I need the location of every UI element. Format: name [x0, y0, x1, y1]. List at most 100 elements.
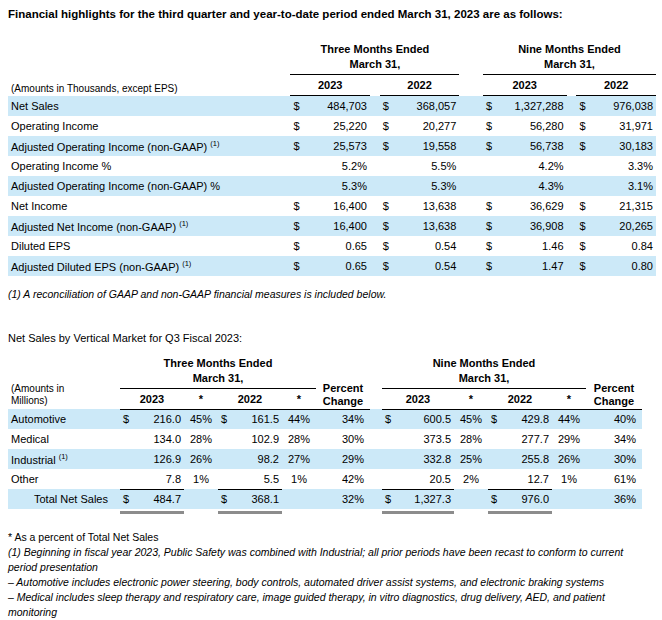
dollar-sign: $ — [488, 489, 502, 509]
value: 4.3% — [497, 176, 567, 196]
header-line: Percent — [319, 382, 367, 395]
value: 1.47 — [497, 256, 567, 276]
dollar-sign — [576, 156, 592, 176]
percent-of-total: 26% — [552, 449, 586, 469]
percent-of-total: 27% — [282, 449, 316, 469]
value: 7.8 — [134, 469, 184, 489]
asterisk-header: * — [282, 388, 316, 409]
header-line: Nine Months Ended — [486, 42, 653, 57]
dollar-sign: $ — [290, 216, 306, 236]
dollar-sign — [218, 469, 232, 489]
spacer — [567, 256, 577, 276]
dollar-sign: $ — [382, 409, 396, 429]
spacer — [370, 429, 382, 449]
dollar-sign: $ — [290, 236, 306, 256]
value: 36,629 — [497, 196, 567, 216]
spacer — [567, 116, 577, 136]
percent-of-total: 45% — [184, 409, 218, 429]
dollar-sign: $ — [576, 196, 592, 216]
footnote: – Medical includes sleep therapy and res… — [8, 590, 648, 620]
percent-of-total: 1% — [184, 469, 218, 489]
dollar-sign: $ — [290, 196, 306, 216]
amounts-label: (Amounts in Thousands, except EPS) — [8, 75, 290, 96]
header-row: (Amounts in Thousands, except EPS)202320… — [8, 75, 656, 96]
spacer — [316, 511, 370, 514]
dollar-sign: $ — [576, 236, 592, 256]
total-underline-bar — [218, 511, 282, 514]
percent-change-value: 30% — [316, 429, 370, 449]
percent-change-value: 36% — [586, 489, 642, 509]
row-label: Net Sales — [8, 96, 290, 116]
dollar-sign: $ — [290, 136, 306, 156]
value: 0.54 — [396, 236, 460, 256]
dollar-sign: $ — [382, 489, 396, 509]
spacer — [567, 136, 577, 156]
value: 25,573 — [306, 136, 370, 156]
value: 134.0 — [134, 429, 184, 449]
value: 600.5 — [396, 409, 454, 429]
value: 161.5 — [232, 409, 282, 429]
footnote: – Automotive includes electronic power s… — [8, 575, 648, 590]
row-label: Industrial (1) — [8, 449, 120, 469]
value: 484,703 — [306, 96, 370, 116]
value: 3.3% — [592, 156, 656, 176]
dollar-sign — [382, 429, 396, 449]
dollar-sign: $ — [120, 409, 134, 429]
spacer — [459, 216, 483, 236]
spacer — [370, 216, 380, 236]
financial-highlights-table: Three Months EndedMarch 31,Nine Months E… — [8, 42, 656, 276]
spacer — [459, 96, 483, 116]
page-title: Financial highlights for the third quart… — [8, 8, 656, 20]
header-line: Nine Months Ended — [385, 356, 583, 371]
value: 216.0 — [134, 409, 184, 429]
footnotes: * As a percent of Total Net Sales(1) Beg… — [8, 530, 656, 620]
asterisk-header: * — [454, 388, 488, 409]
dollar-sign: $ — [380, 136, 396, 156]
year-header: 2023 — [290, 75, 369, 96]
percent-of-total — [184, 489, 218, 509]
percent-change-value: 34% — [316, 409, 370, 429]
spacer — [370, 75, 380, 96]
value: 5.5 — [232, 469, 282, 489]
section2-title: Net Sales by Vertical Market for Q3 Fisc… — [8, 332, 656, 344]
spacer — [370, 156, 380, 176]
spacer — [459, 116, 483, 136]
document: Financial highlights for the third quart… — [8, 8, 656, 620]
table-row: Operating Income$25,220$20,277$56,280$31… — [8, 116, 656, 136]
percent-change-header: PercentChange — [316, 356, 370, 410]
group-header: Nine Months EndedMarch 31, — [483, 42, 656, 75]
dollar-sign: $ — [380, 96, 396, 116]
value: 0.65 — [306, 256, 370, 276]
row-label: Net Income — [8, 196, 290, 216]
table-row: Adjusted Operating Income (non-GAAP) %5.… — [8, 176, 656, 196]
value: 0.84 — [592, 236, 656, 256]
dollar-sign: $ — [483, 96, 497, 116]
table-row: Industrial (1)126.926%98.227%29%332.825%… — [8, 449, 642, 469]
row-label: Adjusted Operating Income (non-GAAP) (1) — [8, 136, 290, 156]
total-underline-bar — [120, 511, 184, 514]
spacer — [567, 236, 577, 256]
header-line: (Amounts in — [11, 383, 117, 395]
footnote-marker: (1) — [210, 139, 219, 148]
percent-change-header: PercentChange — [586, 356, 642, 410]
header-line: Three Months Ended — [293, 42, 456, 57]
dollar-sign — [488, 429, 502, 449]
value: 20,277 — [396, 116, 460, 136]
table-row: Adjusted Net Income (non-GAAP) (1)$16,40… — [8, 216, 656, 236]
value: 3.1% — [592, 176, 656, 196]
percent-of-total — [282, 489, 316, 509]
dollar-sign: $ — [483, 136, 497, 156]
dollar-sign: $ — [488, 409, 502, 429]
percent-of-total — [454, 489, 488, 509]
percent-of-total: 45% — [454, 409, 488, 429]
row-label: Diluted EPS — [8, 236, 290, 256]
header-line: Change — [589, 395, 639, 408]
value: 4.2% — [497, 156, 567, 176]
footnote-marker: (1) — [182, 259, 191, 268]
header-line: Three Months Ended — [123, 356, 313, 371]
dollar-sign: $ — [576, 216, 592, 236]
value: 16,400 — [306, 196, 370, 216]
percent-change-value: 61% — [586, 469, 642, 489]
spacer — [282, 511, 316, 514]
table-row: Net Sales$484,703$368,057$1,327,288$976,… — [8, 96, 656, 116]
